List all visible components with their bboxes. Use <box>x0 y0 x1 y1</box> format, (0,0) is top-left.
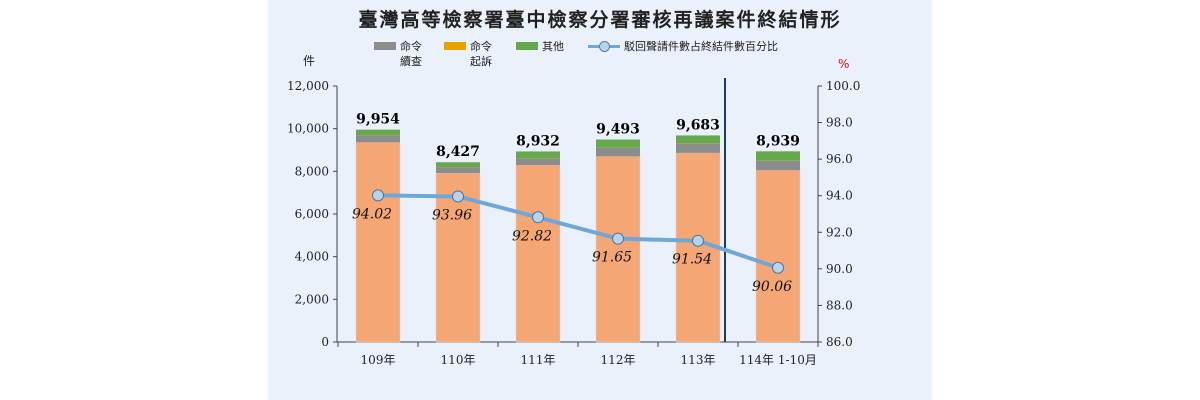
bar-total-label: 8,427 <box>436 144 480 160</box>
x-tick-label: 113年 <box>681 353 716 367</box>
bar-segment <box>756 151 800 161</box>
bar-segment <box>676 135 720 144</box>
blue-line-marker-icon <box>588 39 620 53</box>
line-point <box>452 190 464 203</box>
bar-segment <box>596 147 640 157</box>
legend-item-other: 其他 <box>516 39 564 54</box>
right-axis-unit: % <box>838 57 850 71</box>
left-tick-label: 4,000 <box>295 250 329 264</box>
bar-segment <box>596 139 640 148</box>
line-point <box>532 211 544 224</box>
bar-segment <box>355 142 401 343</box>
line-point <box>772 261 784 274</box>
line-value-label: 94.02 <box>352 206 392 222</box>
line-point <box>692 234 704 247</box>
x-tick-label: 112年 <box>601 353 636 367</box>
left-tick-label: 0 <box>321 335 329 349</box>
line-value-label: 93.96 <box>432 207 472 223</box>
legend-item-dismissal-percentage: 駁回聲請件數占終結件數百分比 <box>588 39 778 54</box>
right-tick-label: 100.0 <box>826 79 860 93</box>
x-tick-label: 114年 1-10月 <box>739 353 817 367</box>
left-tick-label: 6,000 <box>295 207 329 221</box>
legend-item-order-prosecution: 命令 起訴 <box>444 39 492 69</box>
legend-label-line: 駁回聲請件數占終結件數百分比 <box>624 40 778 53</box>
bar-segment <box>516 151 560 159</box>
bar-total-label: 9,493 <box>596 121 640 137</box>
gray-square-icon <box>374 42 396 50</box>
bar-segment <box>676 143 720 153</box>
bar-segment <box>515 164 561 343</box>
line-value-label: 90.06 <box>752 279 792 295</box>
left-tick-label: 10,000 <box>287 122 329 136</box>
line-point <box>372 189 384 202</box>
right-tick-label: 94.0 <box>826 189 853 203</box>
left-tick-label: 2,000 <box>295 292 329 306</box>
legend-item-continue-investigation: 命令 續查 <box>374 39 422 69</box>
line-value-label: 91.54 <box>672 252 712 268</box>
line-value-label: 92.82 <box>512 228 552 244</box>
x-tick-label: 110年 <box>441 353 476 367</box>
chart-title: 臺灣高等檢察署臺中檢察分署審核再議案件終結情形 <box>358 9 842 31</box>
bar-segment <box>756 160 800 171</box>
line-value-label: 91.65 <box>592 250 632 266</box>
left-tick-label: 8,000 <box>295 164 329 178</box>
bar-total-label: 9,683 <box>676 117 720 133</box>
right-tick-label: 86.0 <box>826 335 853 349</box>
bar-segment <box>436 162 480 168</box>
right-tick-label: 92.0 <box>826 225 853 239</box>
legend-label-line: 命令 <box>470 40 492 53</box>
bar-total-label: 8,932 <box>516 133 560 149</box>
left-tick-label: 12,000 <box>287 79 329 93</box>
x-tick-label: 109年 <box>361 353 396 367</box>
right-tick-label: 98.0 <box>826 116 853 130</box>
green-square-icon <box>516 42 538 50</box>
legend-label-line: 起訴 <box>470 55 492 68</box>
right-tick-label: 88.0 <box>826 298 853 312</box>
legend-label-line: 其他 <box>542 40 564 53</box>
right-tick-label: 96.0 <box>826 152 853 166</box>
bar-segment <box>356 129 400 136</box>
x-tick-label: 111年 <box>521 353 556 367</box>
orange-square-icon <box>444 42 466 50</box>
bar-segment <box>755 170 801 343</box>
line-point <box>612 232 624 245</box>
legend-label-line: 續查 <box>400 55 422 68</box>
bar-segment <box>516 158 560 166</box>
left-axis-unit: 件 <box>303 54 316 68</box>
bar-segment <box>436 167 480 174</box>
bar-segment <box>595 156 641 343</box>
percentage-line <box>377 193 779 270</box>
bar-total-label: 8,939 <box>756 133 800 149</box>
bar-total-label: 9,954 <box>356 112 400 128</box>
right-tick-label: 90.0 <box>826 262 853 276</box>
bar-segment <box>356 135 400 143</box>
legend-label-line: 命令 <box>400 40 422 53</box>
